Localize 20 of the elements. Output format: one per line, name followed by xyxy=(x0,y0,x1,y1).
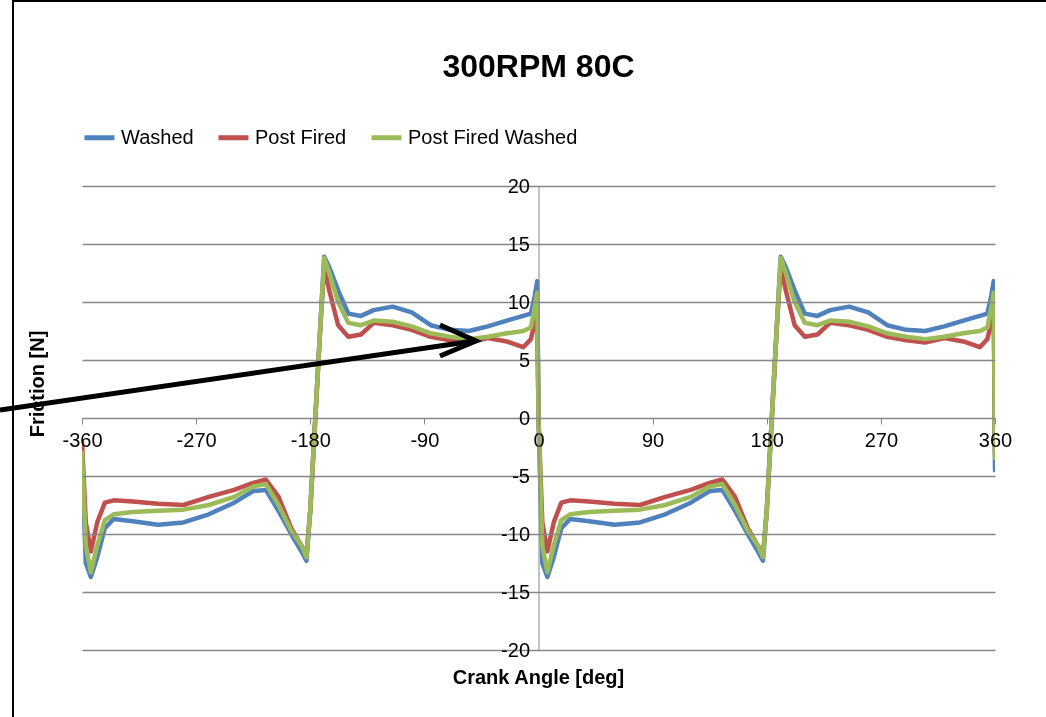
legend-label: Post Fired xyxy=(255,125,347,148)
y-tick-label: 0 xyxy=(518,406,530,429)
x-tick-label: 0 xyxy=(533,428,545,451)
y-tick-label: -15 xyxy=(501,580,530,603)
y-tick-label: 10 xyxy=(507,290,530,313)
legend-label: Washed xyxy=(121,125,194,148)
legend-label: Post Fired Washed xyxy=(408,125,578,148)
x-tick-label: -90 xyxy=(410,428,440,451)
x-tick-label: -360 xyxy=(62,428,103,451)
x-tick-label: 90 xyxy=(642,428,665,451)
x-tick-label: -270 xyxy=(176,428,217,451)
x-axis-title: Crank Angle [deg] xyxy=(452,666,625,688)
chart-title: 300RPM 80C xyxy=(442,48,635,84)
y-tick-label: 15 xyxy=(507,232,530,255)
y-tick-label: 5 xyxy=(518,348,530,371)
y-tick-label: -10 xyxy=(501,522,530,545)
y-tick-label: -5 xyxy=(512,464,530,487)
y-tick-label: -20 xyxy=(501,638,530,661)
y-tick-label: 20 xyxy=(507,174,530,197)
x-tick-label: 270 xyxy=(864,428,899,451)
